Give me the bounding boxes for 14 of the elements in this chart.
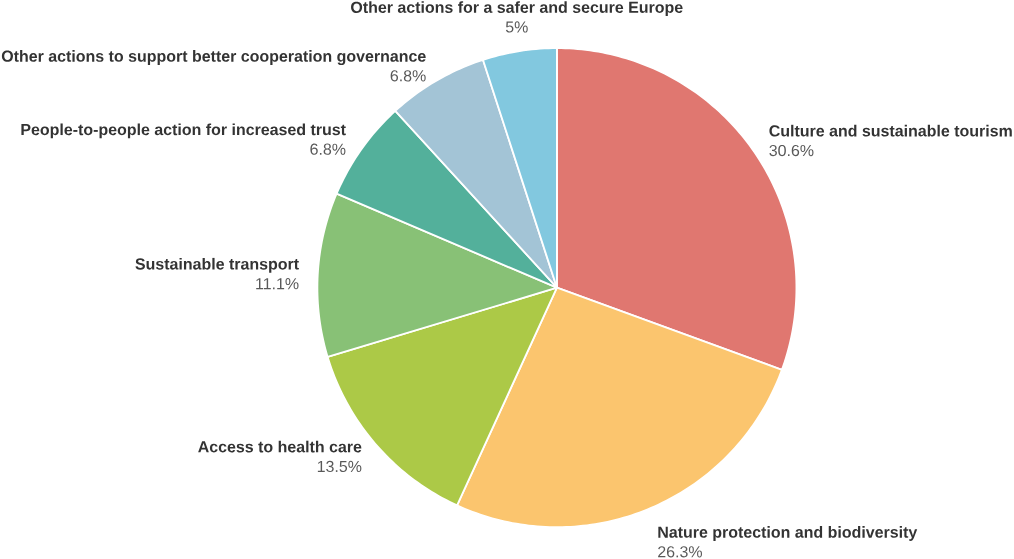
data-label: 6.8% bbox=[390, 70, 426, 82]
slice-label: Culture and sustainable tourism bbox=[769, 124, 1012, 137]
data-label: 26.3% bbox=[658, 546, 703, 558]
slice-label: People-to-people action for increased trust bbox=[21, 123, 346, 139]
slice-label: Sustainable transport bbox=[135, 258, 299, 273]
slice-label: Other actions to support better cooperation governance bbox=[1, 50, 426, 66]
data-label: 13.5% bbox=[317, 460, 362, 473]
data-label: 5% bbox=[505, 21, 528, 33]
slice-label: Access to health care bbox=[198, 440, 362, 453]
slice-label: Nature protection and biodiversity bbox=[658, 526, 918, 542]
data-label: 6.8% bbox=[310, 143, 346, 156]
data-label: 30.6% bbox=[769, 145, 814, 157]
data-label: 11.1% bbox=[256, 278, 299, 290]
slice-label: Other actions for a safer and secure Europe bbox=[351, 1, 683, 17]
